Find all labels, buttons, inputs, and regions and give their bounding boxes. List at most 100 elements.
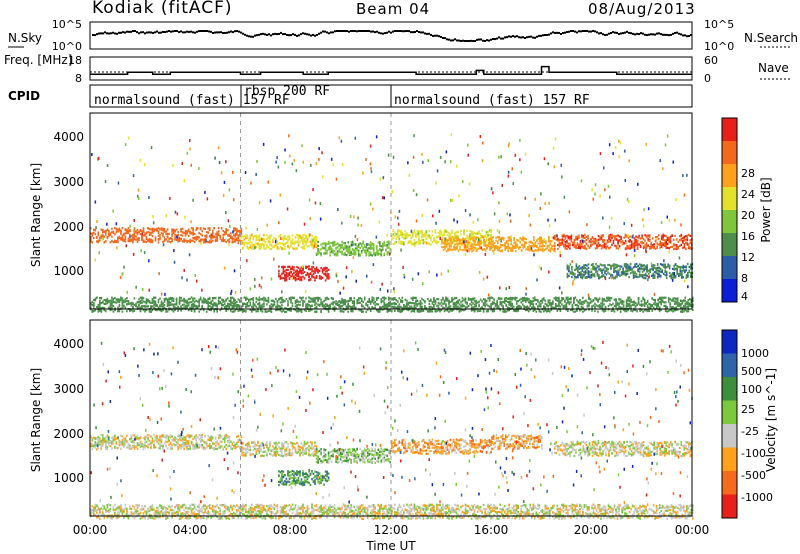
data-cell: [608, 240, 610, 243]
data-cell: [628, 266, 630, 269]
data-cell: [522, 246, 524, 249]
data-cell: [353, 300, 355, 303]
data-cell: [228, 240, 231, 243]
data-cell: [216, 236, 218, 239]
data-cell: [609, 240, 612, 243]
data-cell: [147, 227, 149, 230]
data-cell: [639, 241, 642, 244]
data-cell: [302, 240, 304, 243]
data-cell: [376, 298, 378, 301]
data-cell: [404, 233, 407, 236]
data-cell: [666, 238, 669, 241]
data-cell: [255, 237, 258, 240]
noise-point: [554, 31, 556, 34]
data-cell: [178, 238, 181, 241]
data-cell: [472, 233, 474, 236]
data-cell: [690, 271, 692, 275]
data-cell: [657, 237, 660, 240]
data-cell: [473, 308, 476, 311]
data-cell: [682, 267, 685, 270]
data-cell: [223, 306, 226, 309]
data-cell: [150, 304, 152, 308]
data-cell: [418, 237, 420, 240]
data-cell: [285, 238, 288, 241]
data-cell: [419, 306, 422, 309]
data-cell: [279, 234, 282, 237]
data-cell: [225, 232, 227, 235]
data-cell: [403, 233, 405, 236]
data-cell: [496, 248, 499, 251]
data-cell: [649, 269, 651, 272]
noise-point: [282, 33, 284, 36]
data-cell: [590, 263, 593, 266]
data-cell: [461, 305, 464, 308]
data-cell: [303, 271, 306, 274]
data-cell: [490, 229, 492, 232]
data-cell: [505, 303, 507, 306]
data-cell: [427, 297, 429, 301]
data-cell: [505, 240, 508, 243]
data-cell: [551, 240, 553, 243]
data-cell: [162, 227, 164, 230]
data-cell: [133, 227, 136, 230]
data-cell: [184, 233, 187, 236]
noise-point: [130, 30, 132, 33]
data-cell: [473, 235, 476, 238]
data-cell: [314, 279, 316, 282]
data-cell: [345, 300, 348, 303]
data-cell: [669, 246, 672, 249]
data-cell: [320, 310, 322, 313]
noise-point: [450, 39, 452, 42]
data-cell: [105, 229, 107, 232]
data-cell: [566, 245, 568, 248]
data-cell: [589, 274, 591, 277]
data-cell: [474, 236, 476, 239]
data-cell: [472, 240, 475, 243]
data-cell: [121, 237, 124, 240]
data-cell: [263, 239, 265, 242]
data-cell: [644, 267, 647, 270]
noise-point: [346, 30, 348, 32]
data-cell: [138, 298, 140, 301]
noise-point: [174, 30, 176, 32]
data-cell: [345, 247, 348, 250]
data-cell: [385, 249, 387, 252]
data-cell: [570, 237, 573, 240]
data-cell: [520, 306, 522, 309]
data-cell: [312, 276, 315, 279]
data-cell: [607, 268, 609, 271]
data-cell: [213, 227, 215, 230]
noise-point: [216, 31, 218, 34]
data-cell: [219, 309, 221, 312]
data-cell: [605, 269, 608, 272]
data-cell: [610, 273, 612, 276]
data-cell: [363, 244, 366, 247]
data-cell: [605, 246, 607, 249]
data-cell: [257, 243, 259, 246]
data-cell: [151, 305, 154, 308]
data-cell: [469, 230, 471, 233]
data-cell: [485, 236, 488, 239]
data-cell: [388, 301, 390, 305]
data-cell: [514, 244, 517, 247]
data-cell: [296, 233, 298, 236]
data-cell: [478, 245, 481, 248]
data-cell: [398, 241, 401, 244]
data-cell: [213, 235, 215, 238]
data-cell: [662, 272, 665, 275]
data-cell: [454, 233, 456, 237]
data-cell: [445, 230, 447, 233]
data-cell: [459, 242, 461, 245]
data-cell: [357, 243, 360, 246]
noise-point: [342, 30, 344, 32]
data-cell: [450, 244, 452, 247]
data-cell: [324, 270, 327, 273]
data-cell: [324, 267, 327, 270]
data-cell: [584, 269, 587, 272]
data-cell: [439, 235, 441, 238]
data-cell: [433, 298, 435, 301]
data-cell: [198, 298, 200, 301]
data-cell: [394, 309, 396, 313]
data-cell: [180, 233, 182, 237]
